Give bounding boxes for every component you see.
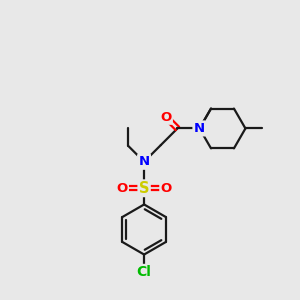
Text: S: S <box>139 181 149 196</box>
Text: N: N <box>194 122 205 135</box>
Text: N: N <box>139 155 150 168</box>
Text: Cl: Cl <box>137 265 152 279</box>
Text: O: O <box>160 182 172 195</box>
Text: O: O <box>116 182 128 195</box>
Text: N: N <box>194 122 205 135</box>
Text: O: O <box>160 110 172 124</box>
Text: N: N <box>139 155 150 168</box>
